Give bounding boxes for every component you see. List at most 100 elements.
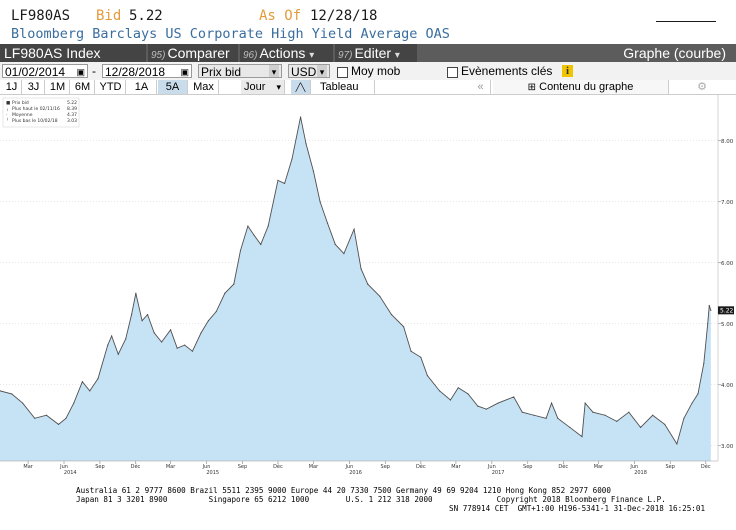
end-date-field[interactable]: 12/28/2018 ▣ [102,64,192,78]
edit-number: 97) [338,50,353,61]
legend-box [2,97,80,128]
x-tick-label: Mar [23,464,33,470]
settings-gear-icon[interactable]: ⚙ [697,81,707,93]
line-chart-icon: ╱╲ [295,83,306,92]
actions-menu[interactable]: 96) Actions ▾ [240,44,333,62]
data-point [545,417,547,419]
key-events-checkbox[interactable] [447,67,458,78]
calendar-icon[interactable]: ▣ [180,67,189,77]
data-point [485,408,487,410]
x-tick-label: Jun [59,464,68,470]
range-button[interactable]: YTD [96,80,126,94]
legend-label: Plus bas le 10/02/18 [12,118,58,124]
range-button[interactable]: 1A [127,80,157,94]
compare-number: 95) [151,50,166,61]
data-point [215,310,217,313]
index-security-field[interactable]: LF980AS Index [0,44,146,62]
data-point [403,326,405,328]
x-tick-label: Sep [666,464,675,470]
x-tick-label: Déc [416,463,426,470]
data-point [153,332,155,334]
range-button[interactable]: 1M [46,80,70,94]
compare-button[interactable]: 95) Comparer [148,44,238,62]
data-point [497,402,499,404]
field-select[interactable]: Prix bid ▾ [198,64,282,78]
data-point [664,423,666,425]
data-point [169,329,172,331]
footer-session-info: SN 778914 CET GMT+1:00 H196-5341-1 31-De… [449,504,706,513]
data-point [73,402,75,404]
price-chart: 3.004.005.006.007.008.00 Mar Jun Sep Déc Mar… [0,95,736,477]
table-button[interactable]: Tableau [313,80,375,94]
range-button[interactable]: 1J [2,80,22,94]
legend-value: 5.22 [67,100,77,106]
data-point [557,417,559,419]
actions-number: 96) [243,50,258,61]
data-point [191,350,194,352]
data-point [22,402,24,404]
footer-contacts: Australia 61 2 9777 8600 Brazil 5511 239… [76,486,611,495]
x-tick-label: Mar [451,464,461,470]
data-point [367,283,369,285]
data-point [334,243,336,246]
x-tick-label: Déc [273,463,283,470]
data-point [81,381,83,383]
x-tick-label: Jun [202,464,211,470]
info-icon[interactable]: i [562,65,573,77]
range-button[interactable]: Max [189,80,219,94]
data-point [305,143,307,145]
data-point [253,234,255,236]
moving-average-checkbox[interactable] [337,67,348,78]
chart-content-label: Contenu du graphe [539,81,634,93]
chevron-down-icon: ▾ [309,50,315,61]
data-point [697,393,699,395]
chart-content-icon: ⊞ [527,82,537,93]
data-point [260,243,262,246]
data-point [111,335,113,337]
data-point [410,350,412,352]
data-point [707,323,709,325]
chart-type-button[interactable]: ╱╲ [291,80,311,94]
currency-select[interactable]: USD ▾ [288,64,330,78]
data-point [283,182,286,185]
view-title: Graphe (courbe) [623,45,726,61]
x-tick-label: Mar [309,464,319,470]
start-date-field[interactable]: 01/02/2014 ▣ [2,64,88,78]
chart-content-button[interactable]: ⊞ Contenu du graphe [493,80,669,94]
chevron-down-icon: ▾ [394,50,400,61]
index-description-row: Bloomberg Barclays US Corporate High Yie… [0,26,736,44]
last-value-box [718,306,734,315]
edit-menu[interactable]: 97) Editer ▾ [335,44,417,62]
legend-marker-icon: ╷ [6,107,9,112]
collapse-left-icon[interactable]: « [471,80,491,94]
data-point [312,170,315,172]
data-point [233,283,235,285]
data-point [691,402,693,404]
series-points [0,116,712,445]
y-tick-label: 7.00 [721,200,734,206]
x-year-label: 2017 [492,470,505,476]
last-value-marker: 5.22 [718,306,734,315]
data-point [277,179,279,181]
edit-label: Editer [354,45,392,61]
data-point [146,314,149,316]
data-point [569,426,571,429]
x-tick-label: Mar [594,464,604,470]
x-axis-ticks: Mar Jun Sep Déc Mar Jun Sep Déc Mar Jun Sep Déc Mar J… [23,461,711,476]
data-point [176,347,178,349]
data-point [11,393,13,395]
range-button[interactable]: 6M [71,80,95,94]
data-point [360,268,362,270]
compare-label: Comparer [167,45,230,61]
actions-label: Actions [259,45,306,61]
calendar-icon[interactable]: ▣ [76,67,85,77]
period-select[interactable]: Jour ▾ [241,80,285,94]
asof-label: As Of [259,8,302,24]
range-button[interactable]: 3J [23,80,45,94]
x-tick-label: Sep [238,464,247,470]
chart-legend: ■ Prix bid 5.22 ╷ Plus haut le 02/11/16 8.39 ·… [2,97,80,128]
chevron-down-icon: ▾ [276,82,281,92]
data-point [581,436,583,438]
data-point [426,375,429,377]
range-button[interactable]: 5A [158,80,188,94]
